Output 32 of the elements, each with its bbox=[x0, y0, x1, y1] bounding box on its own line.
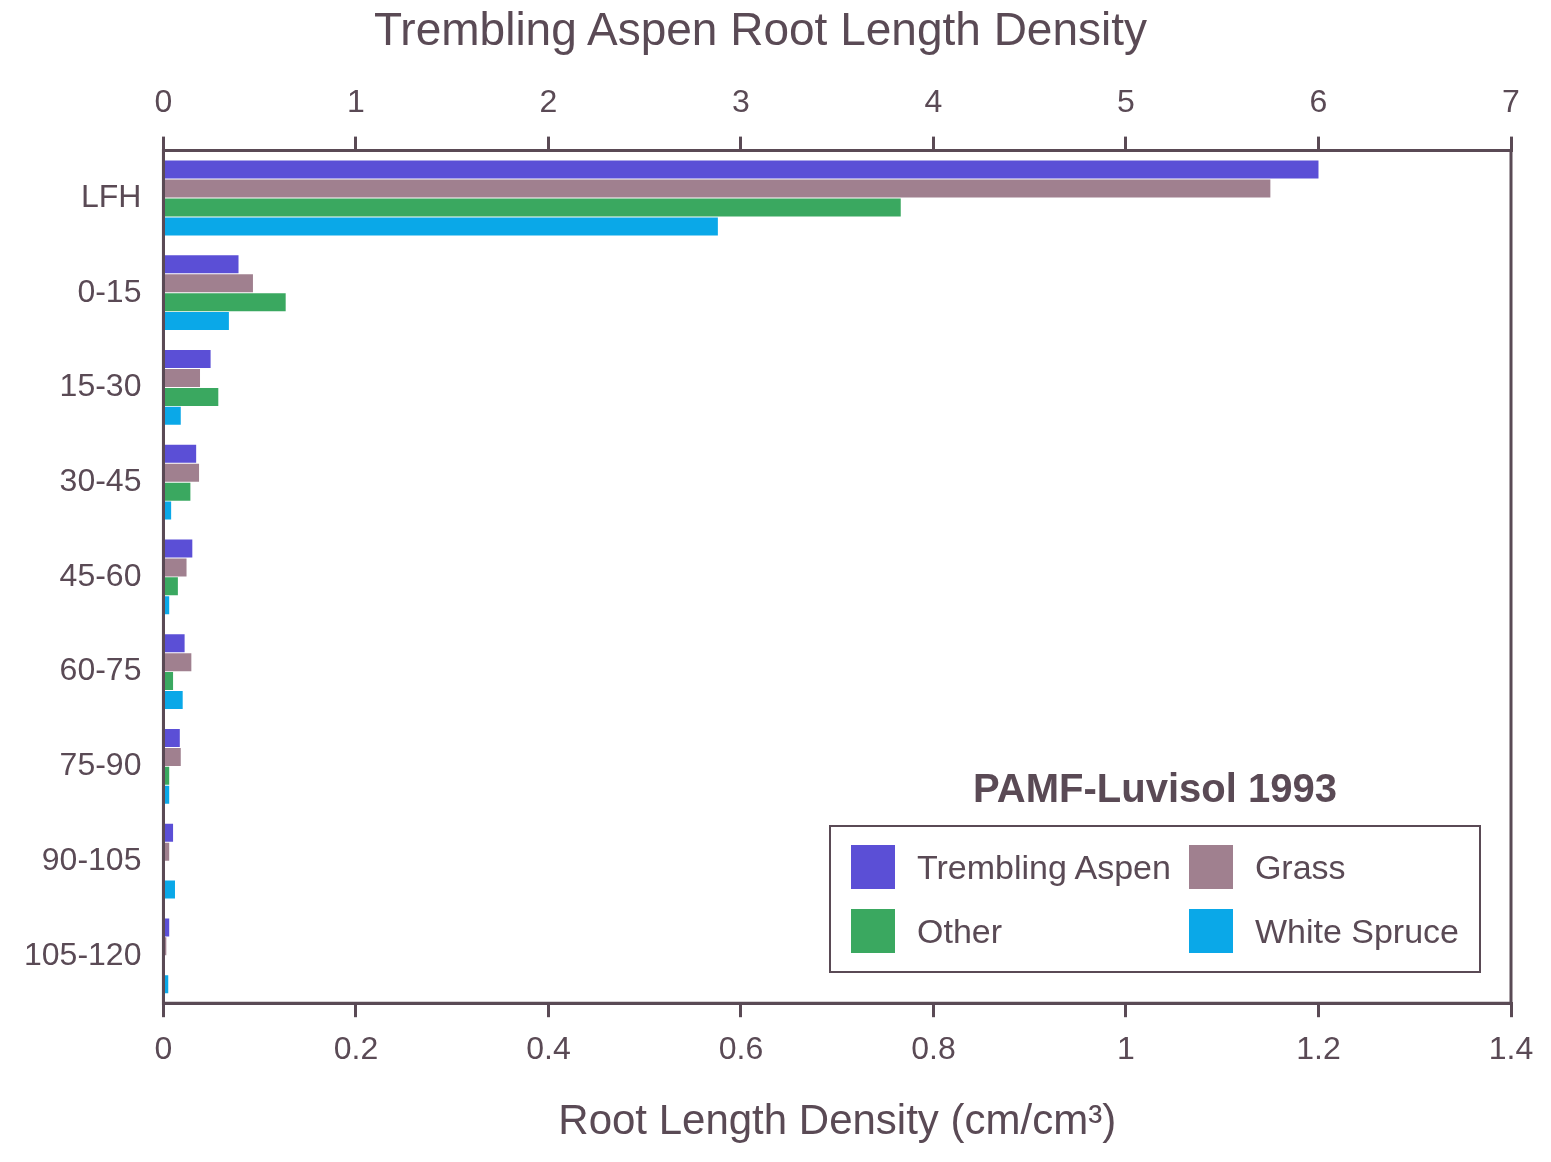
x2-tick-label: 5 bbox=[1117, 83, 1135, 120]
legend-label: Trembling Aspen bbox=[917, 847, 1171, 887]
legend-label: Other bbox=[917, 911, 1003, 951]
legend-label: White Spruce bbox=[1254, 911, 1459, 951]
y-tick-label: LFH bbox=[80, 177, 142, 214]
x2-tick-label: 3 bbox=[732, 83, 750, 120]
y-tick-label: 60-75 bbox=[59, 651, 142, 688]
x-tick-label: 1.2 bbox=[1296, 1030, 1341, 1067]
x-tick-label: 1.4 bbox=[1488, 1030, 1534, 1067]
x2-tick-label: 0 bbox=[154, 83, 173, 120]
x-tick-label: 1 bbox=[1117, 1030, 1135, 1067]
chart-title: Trembling Aspen Root Length Density bbox=[373, 3, 1148, 56]
y-tick-label: 15-30 bbox=[59, 367, 142, 404]
y-tick-label: 105-120 bbox=[24, 935, 142, 972]
y-tick-label: 0-15 bbox=[77, 272, 142, 309]
x2-tick-label: 6 bbox=[1309, 83, 1328, 120]
x-axis-title: Root Length Density (cm/cm³) bbox=[558, 1096, 1117, 1144]
x-tick-label: 0 bbox=[154, 1030, 173, 1067]
y-tick-label: 75-90 bbox=[59, 746, 142, 783]
x-tick-label: 0.4 bbox=[526, 1030, 571, 1067]
x2-tick-label: 1 bbox=[347, 83, 365, 120]
y-tick-label: 30-45 bbox=[59, 461, 142, 498]
x2-tick-label: 2 bbox=[539, 83, 558, 120]
x-tick-label: 0.2 bbox=[333, 1030, 379, 1067]
x-tick-label: 0.6 bbox=[718, 1030, 764, 1067]
y-tick-label: 45-60 bbox=[59, 556, 142, 593]
y-tick-label: 90-105 bbox=[41, 840, 142, 877]
x-tick-label: 0.8 bbox=[911, 1030, 956, 1067]
legend-label: Grass bbox=[1254, 847, 1346, 887]
x2-tick-label: 7 bbox=[1502, 83, 1520, 120]
x2-tick-label: 4 bbox=[924, 83, 943, 120]
legend-title: PAMF-Luvisol 1993 bbox=[972, 766, 1338, 812]
